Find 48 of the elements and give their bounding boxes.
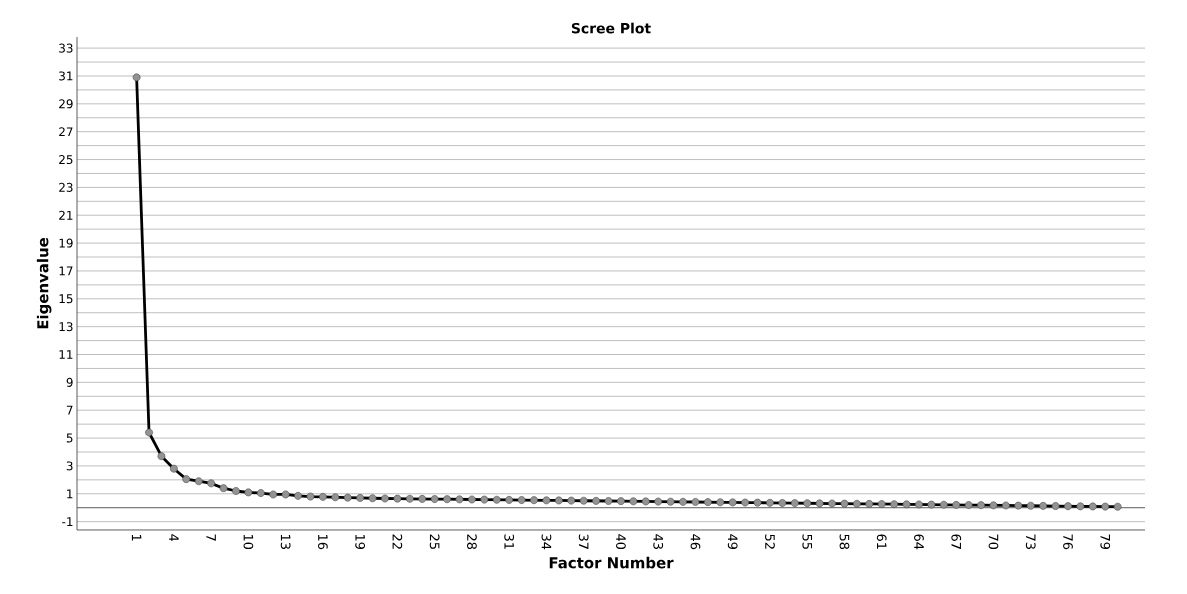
y-tick-label: 25 (59, 155, 73, 165)
x-tick-label: 4 (169, 534, 179, 542)
y-tick-label: 21 (59, 210, 73, 220)
y-tick-label: 17 (59, 266, 73, 276)
x-tick-label: 40 (616, 534, 626, 550)
y-tick-label: 7 (66, 405, 73, 415)
y-axis-title: Eigenvalue (36, 237, 52, 329)
y-tick-label: 3 (66, 461, 73, 471)
x-tick-label: 55 (802, 534, 813, 549)
x-tick-label: 76 (1063, 534, 1073, 550)
y-tick-label: 15 (59, 294, 73, 304)
x-tick-label: 28 (467, 534, 477, 550)
x-tick-label: 16 (317, 534, 328, 550)
x-tick-label: 13 (280, 534, 291, 549)
y-tick-label: 5 (66, 433, 73, 443)
x-tick-label: 70 (988, 534, 999, 550)
chart-title: Scree Plot (571, 22, 651, 34)
x-tick-label: 34 (541, 534, 552, 550)
y-tick-label: 1 (67, 489, 73, 499)
x-tick-label: 67 (951, 534, 962, 549)
y-tick-label: 31 (59, 71, 73, 81)
x-tick-label: 7 (206, 534, 216, 541)
x-tick-label: 1 (131, 534, 142, 541)
y-tick-label: 23 (59, 182, 73, 192)
x-tick-label: 61 (876, 534, 887, 549)
x-axis-title: Factor Number (549, 556, 674, 569)
y-tick-label: 33 (59, 43, 73, 53)
y-tick-label: 27 (59, 127, 73, 137)
x-tick-label: 64 (914, 534, 924, 550)
x-tick-label: 25 (429, 534, 440, 549)
x-tick-label: 22 (392, 534, 403, 549)
y-tick-label: 11 (59, 350, 73, 359)
x-tick-label: 79 (1100, 534, 1111, 550)
x-tick-label: 73 (1025, 534, 1036, 549)
x-tick-label: 19 (355, 534, 366, 550)
x-tick-label: 58 (839, 534, 850, 550)
x-tick-label: 10 (243, 534, 254, 550)
y-tick-label: 19 (59, 238, 73, 248)
x-tick-label: 52 (765, 534, 775, 549)
x-tick-label: 46 (690, 534, 701, 550)
x-tick-label: 43 (653, 534, 664, 549)
y-tick-label: -1 (62, 517, 73, 526)
x-tick-label: 49 (727, 534, 738, 550)
y-tick-label: 9 (66, 377, 73, 387)
y-tick-label: 13 (59, 322, 73, 332)
x-tick-label: 31 (504, 534, 515, 549)
x-tick-label: 37 (578, 534, 589, 549)
y-tick-label: 29 (59, 99, 73, 109)
